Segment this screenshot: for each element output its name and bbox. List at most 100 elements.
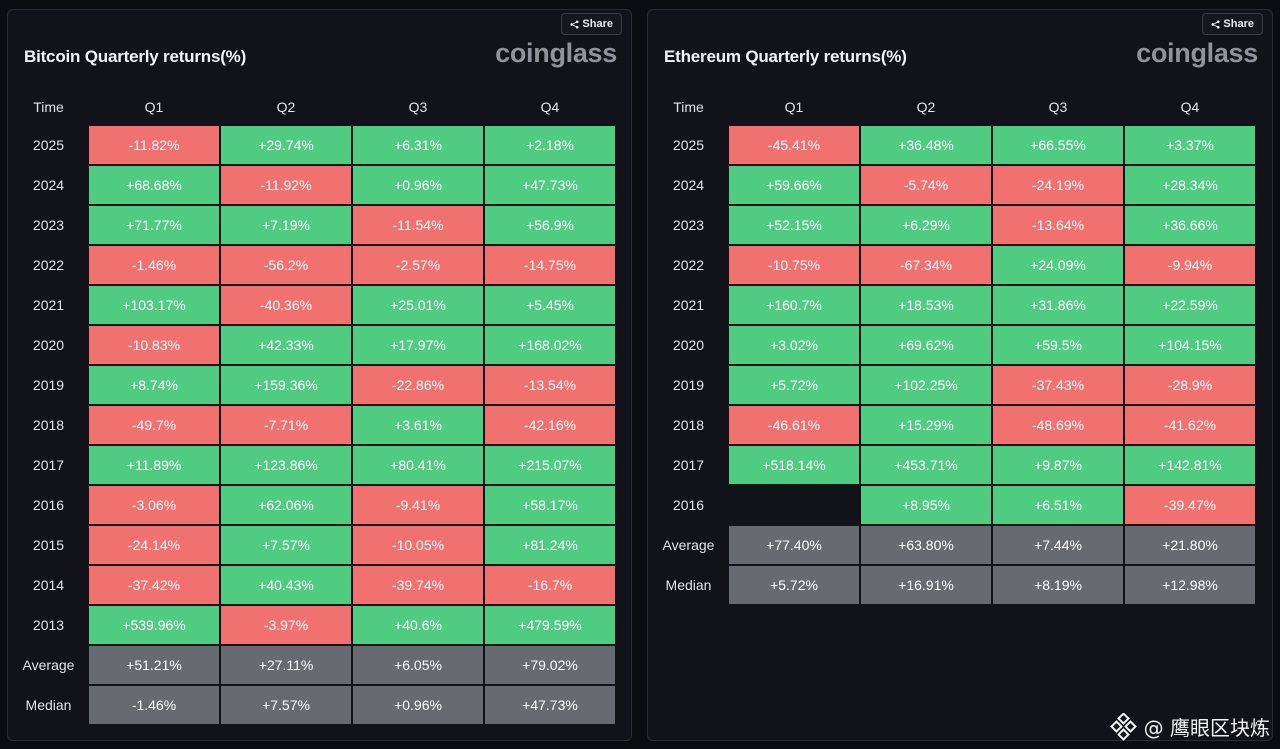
watermark: @ 鹰眼区块炼	[1109, 712, 1270, 741]
return-cell: -10.05%	[353, 526, 483, 564]
return-cell: +71.77%	[89, 206, 219, 244]
coinglass-logo: coinglass	[495, 38, 617, 68]
return-cell: -5.74%	[861, 166, 991, 204]
return-cell: +59.5%	[993, 326, 1123, 364]
return-cell: +80.41%	[353, 446, 483, 484]
header-q4: Q4	[1180, 99, 1200, 115]
return-cell: -22.86%	[353, 366, 483, 404]
stat-cell: +6.05%	[353, 646, 483, 684]
year-label: 2021	[672, 297, 705, 313]
return-cell: +52.15%	[729, 206, 859, 244]
return-cell: +8.95%	[861, 486, 991, 524]
return-cell: +11.89%	[89, 446, 219, 484]
year-label: 2024	[672, 177, 705, 193]
year-label: 2013	[32, 617, 65, 633]
panel-title: Bitcoin Quarterly returns(%)	[24, 47, 247, 66]
year-label: 2022	[672, 257, 705, 273]
year-label: 2017	[672, 457, 705, 473]
return-cell: -46.61%	[729, 406, 859, 444]
header-q2: Q2	[276, 99, 296, 115]
year-label: 2014	[32, 577, 65, 593]
header-q3: Q3	[1048, 99, 1068, 115]
stat-label: Median	[665, 577, 712, 593]
return-cell: +40.6%	[353, 606, 483, 644]
coinglass-logo: coinglass	[1136, 38, 1258, 68]
share-button[interactable]: Share	[1202, 13, 1263, 35]
watermark-text: @ 鹰眼区块炼	[1143, 716, 1270, 740]
year-label: 2024	[32, 177, 65, 193]
header-time: Time	[673, 99, 704, 115]
stat-cell: +7.57%	[221, 686, 351, 724]
year-label: 2020	[672, 337, 705, 353]
return-cell: +24.09%	[993, 246, 1123, 284]
year-label: 2016	[672, 497, 705, 513]
return-cell: -2.57%	[353, 246, 483, 284]
return-cell: +6.51%	[993, 486, 1123, 524]
header-q1: Q1	[144, 99, 164, 115]
stat-cell: +51.21%	[89, 646, 219, 684]
header-q3: Q3	[408, 99, 428, 115]
share-label: Share	[1223, 18, 1254, 30]
return-cell: +81.24%	[485, 526, 615, 564]
return-cell: +28.34%	[1125, 166, 1255, 204]
return-cell: +68.68%	[89, 166, 219, 204]
year-label: 2019	[32, 377, 65, 393]
year-label: 2020	[32, 337, 65, 353]
stat-cell: +16.91%	[861, 566, 991, 604]
return-cell: +47.73%	[485, 166, 615, 204]
return-cell: +168.02%	[485, 326, 615, 364]
year-label: 2019	[672, 377, 705, 393]
return-cell: -13.54%	[485, 366, 615, 404]
return-cell: -41.62%	[1125, 406, 1255, 444]
year-label: 2021	[32, 297, 65, 313]
return-cell: +104.15%	[1125, 326, 1255, 364]
return-cell: -1.46%	[89, 246, 219, 284]
bitcoin-panel: Share Bitcoin Quarterly returns(%) coing…	[7, 9, 632, 741]
return-cell: -49.7%	[89, 406, 219, 444]
stat-cell: +77.40%	[729, 526, 859, 564]
return-cell: +36.48%	[861, 126, 991, 164]
return-cell: +0.96%	[353, 166, 483, 204]
return-cell: +123.86%	[221, 446, 351, 484]
return-cell: +3.37%	[1125, 126, 1255, 164]
return-cell: -24.14%	[89, 526, 219, 564]
year-label: 2018	[672, 417, 705, 433]
return-cell: -11.82%	[89, 126, 219, 164]
header-time: Time	[33, 99, 64, 115]
return-cell: +215.07%	[485, 446, 615, 484]
return-cell: +5.45%	[485, 286, 615, 324]
return-cell: -3.97%	[221, 606, 351, 644]
return-cell: +56.9%	[485, 206, 615, 244]
return-cell: +15.29%	[861, 406, 991, 444]
return-cell: -3.06%	[89, 486, 219, 524]
year-label: 2022	[32, 257, 65, 273]
return-cell: -11.54%	[353, 206, 483, 244]
return-cell: -11.92%	[221, 166, 351, 204]
header-q2: Q2	[916, 99, 936, 115]
return-cell: +159.36%	[221, 366, 351, 404]
diamond-logo-icon	[1109, 712, 1137, 741]
return-cell: -45.41%	[729, 126, 859, 164]
stat-cell: +5.72%	[729, 566, 859, 604]
share-icon	[1211, 19, 1220, 29]
return-cell: +3.02%	[729, 326, 859, 364]
stat-cell: +79.02%	[485, 646, 615, 684]
return-cell: -10.75%	[729, 246, 859, 284]
return-cell: +160.7%	[729, 286, 859, 324]
return-cell: +36.66%	[1125, 206, 1255, 244]
return-cell: +102.25%	[861, 366, 991, 404]
return-cell: +66.55%	[993, 126, 1123, 164]
return-cell: +6.29%	[861, 206, 991, 244]
panel-title: Ethereum Quarterly returns(%)	[664, 47, 907, 66]
return-cell: +3.61%	[353, 406, 483, 444]
return-cell: +2.18%	[485, 126, 615, 164]
return-cell: +59.66%	[729, 166, 859, 204]
return-cell: +69.62%	[861, 326, 991, 364]
return-cell: +539.96%	[89, 606, 219, 644]
return-cell: +103.17%	[89, 286, 219, 324]
return-cell: +62.06%	[221, 486, 351, 524]
stat-cell: +0.96%	[353, 686, 483, 724]
return-cell: +7.19%	[221, 206, 351, 244]
return-cell: -37.42%	[89, 566, 219, 604]
share-button[interactable]: Share	[561, 13, 622, 35]
